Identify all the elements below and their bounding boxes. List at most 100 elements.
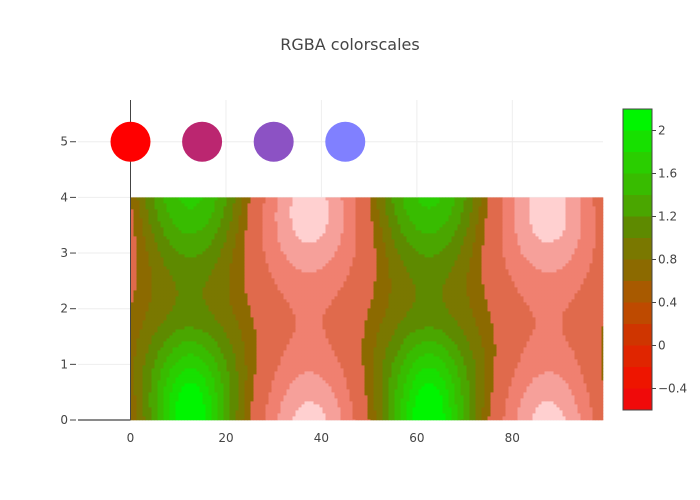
contour-cell — [346, 254, 350, 258]
contour-cell — [430, 263, 434, 267]
contour-cell — [541, 227, 545, 231]
contour-cell — [436, 263, 440, 267]
contour-cell — [544, 251, 548, 255]
contour-cell — [334, 197, 338, 201]
contour-cell — [298, 278, 302, 282]
contour-cell — [388, 260, 392, 264]
contour-cell — [265, 260, 269, 264]
contour-cell — [247, 206, 251, 210]
contour-cell — [373, 224, 377, 228]
contour-cell — [589, 278, 593, 282]
contour-cell — [247, 224, 251, 228]
contour-cell — [241, 200, 245, 204]
contour-cell — [595, 287, 599, 291]
contour-cell — [136, 287, 140, 291]
contour-cell — [517, 200, 521, 204]
contour-cell — [460, 269, 464, 273]
contour-cell — [133, 236, 137, 240]
contour-cell — [424, 278, 428, 282]
contour-cell — [601, 287, 604, 291]
contour-cell — [514, 227, 518, 231]
contour-cell — [421, 239, 425, 243]
contour-cell — [487, 266, 491, 270]
contour-cell — [286, 221, 290, 225]
contour-cell — [466, 257, 470, 261]
contour-cell — [256, 206, 260, 210]
contour-cell — [511, 197, 515, 201]
contour-cell — [133, 218, 137, 222]
contour-cell — [223, 197, 227, 201]
contour-cell — [595, 275, 599, 279]
contour-cell — [481, 245, 485, 249]
contour-cell — [403, 245, 407, 249]
contour-cell — [553, 212, 557, 216]
contour-cell — [244, 218, 248, 222]
contour-cell — [598, 281, 602, 285]
contour-cell — [400, 230, 404, 234]
contour-cell — [406, 200, 410, 204]
contour-cell — [457, 209, 461, 213]
contour-cell — [424, 269, 428, 273]
contour-cell — [595, 239, 599, 243]
contour-cell — [265, 200, 269, 204]
contour-cell — [271, 242, 275, 246]
contour-cell — [274, 239, 278, 243]
contour-cell — [331, 200, 335, 204]
contour-cell — [379, 266, 383, 270]
contour-cell — [484, 248, 488, 252]
contour-cell — [361, 290, 365, 294]
contour-cell — [307, 254, 311, 258]
contour-cell — [436, 215, 440, 219]
contour-cell — [484, 209, 488, 213]
contour-cell — [448, 236, 452, 240]
contour-cell — [457, 275, 461, 279]
contour-cell — [397, 227, 401, 231]
contour-cell — [142, 263, 146, 267]
contour-cell — [490, 269, 494, 273]
chart-title: RGBA colorscales — [280, 35, 419, 54]
contour-cell — [349, 281, 353, 285]
contour-cell — [130, 245, 134, 249]
contour-cell — [400, 200, 404, 204]
contour-cell — [409, 203, 413, 207]
contour-cell — [160, 251, 164, 255]
contour-cell — [415, 278, 419, 282]
contour-cell — [346, 224, 350, 228]
contour-cell — [178, 251, 182, 255]
contour-cell — [307, 233, 311, 237]
contour-cell — [412, 248, 416, 252]
contour-cell — [511, 203, 515, 207]
contour-cell — [502, 230, 506, 234]
contour-cell — [202, 236, 206, 240]
contour-cell — [223, 203, 227, 207]
contour-cell — [442, 278, 446, 282]
contour-cell — [448, 251, 452, 255]
contour-cell — [289, 248, 293, 252]
contour-cell — [205, 200, 209, 204]
contour-cell — [574, 278, 578, 282]
contour-cell — [172, 224, 176, 228]
contour-cell — [160, 257, 164, 261]
contour-cell — [181, 251, 185, 255]
contour-cell — [568, 206, 572, 210]
contour-cell — [220, 257, 224, 261]
contour-cell — [349, 248, 353, 252]
contour-cell — [322, 281, 326, 285]
contour-cell — [247, 197, 251, 201]
contour-cell — [376, 281, 380, 285]
contour-cell — [592, 284, 596, 288]
contour-cell — [544, 269, 548, 273]
contour-cell — [370, 200, 374, 204]
contour-cell — [484, 230, 488, 234]
contour-cell — [568, 248, 572, 252]
contour-cell — [181, 224, 185, 228]
contour-cell — [301, 215, 305, 219]
contour-cell — [538, 278, 542, 282]
contour-cell — [163, 218, 167, 222]
contour-cell — [163, 245, 167, 249]
contour-cell — [490, 224, 494, 228]
contour-cell — [187, 239, 191, 243]
contour-cell — [487, 239, 491, 243]
contour-cell — [337, 233, 341, 237]
contour-cell — [187, 263, 191, 267]
